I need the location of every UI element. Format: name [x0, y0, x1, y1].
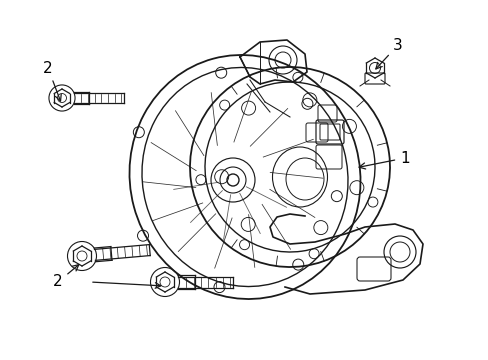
- Text: 2: 2: [43, 60, 61, 101]
- Text: 3: 3: [375, 37, 402, 69]
- Text: 2: 2: [53, 265, 79, 289]
- Text: 1: 1: [358, 150, 409, 169]
